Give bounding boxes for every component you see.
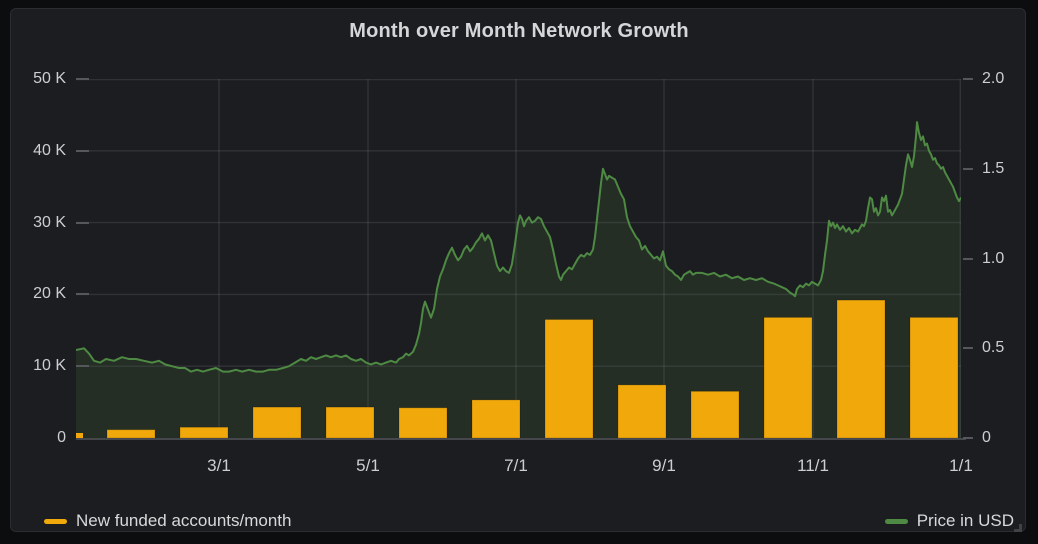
- legend-label-accounts: New funded accounts/month: [76, 511, 292, 530]
- y-left-tick-mark: [76, 149, 89, 152]
- x-tick-label: 9/1: [652, 456, 676, 475]
- legend-item-price[interactable]: Price in USD: [884, 509, 1014, 533]
- y-left-tick-mark: [76, 78, 89, 80]
- y-right-tick-mark: [963, 437, 973, 439]
- y-right-tick-label: 0: [982, 429, 991, 446]
- x-tick-label: 5/1: [356, 456, 380, 475]
- y-right-tick-label: 2.0: [982, 70, 1005, 87]
- line-series-swatch-icon: [884, 518, 908, 524]
- y-right-tick-mark: [963, 347, 973, 350]
- panel-resize-handle-icon[interactable]: [1011, 521, 1022, 532]
- y-left-tick-mark: [76, 365, 89, 368]
- x-tick-label: 1/1: [949, 456, 973, 475]
- y-right-tick-label: 1.0: [982, 249, 1005, 267]
- bar-series-swatch-icon: [44, 518, 67, 524]
- y-left-tick-label: 0: [57, 429, 66, 446]
- x-tick-label: 7/1: [504, 456, 528, 475]
- plot-canvas[interactable]: [76, 79, 961, 438]
- y-right-tick-mark: [963, 78, 973, 80]
- panel-title: Month over Month Network Growth: [349, 20, 689, 42]
- x-axis-line: [76, 438, 966, 440]
- y-left-tick-label: 30 K: [33, 213, 66, 231]
- y-right-tick-label: 1.5: [982, 159, 1005, 177]
- legend-label-price: Price in USD: [916, 511, 1014, 530]
- y-right-tick-mark: [963, 167, 973, 170]
- y-right-tick-label: 0.5: [982, 339, 1005, 357]
- y-left-tick-label: 50 K: [33, 70, 66, 87]
- y-left-tick-mark: [76, 293, 89, 296]
- chart-panel: [10, 8, 1026, 532]
- x-tick-label: 11/1: [797, 456, 829, 475]
- y-left-tick-mark: [76, 221, 89, 224]
- y-left-tick-label: 10 K: [33, 357, 66, 375]
- y-left-tick-label: 20 K: [33, 285, 66, 303]
- y-left-tick-label: 40 K: [33, 141, 66, 159]
- legend-item-accounts[interactable]: New funded accounts/month: [44, 509, 291, 533]
- y-right-tick-mark: [963, 257, 973, 260]
- x-tick-label: 3/1: [207, 456, 231, 475]
